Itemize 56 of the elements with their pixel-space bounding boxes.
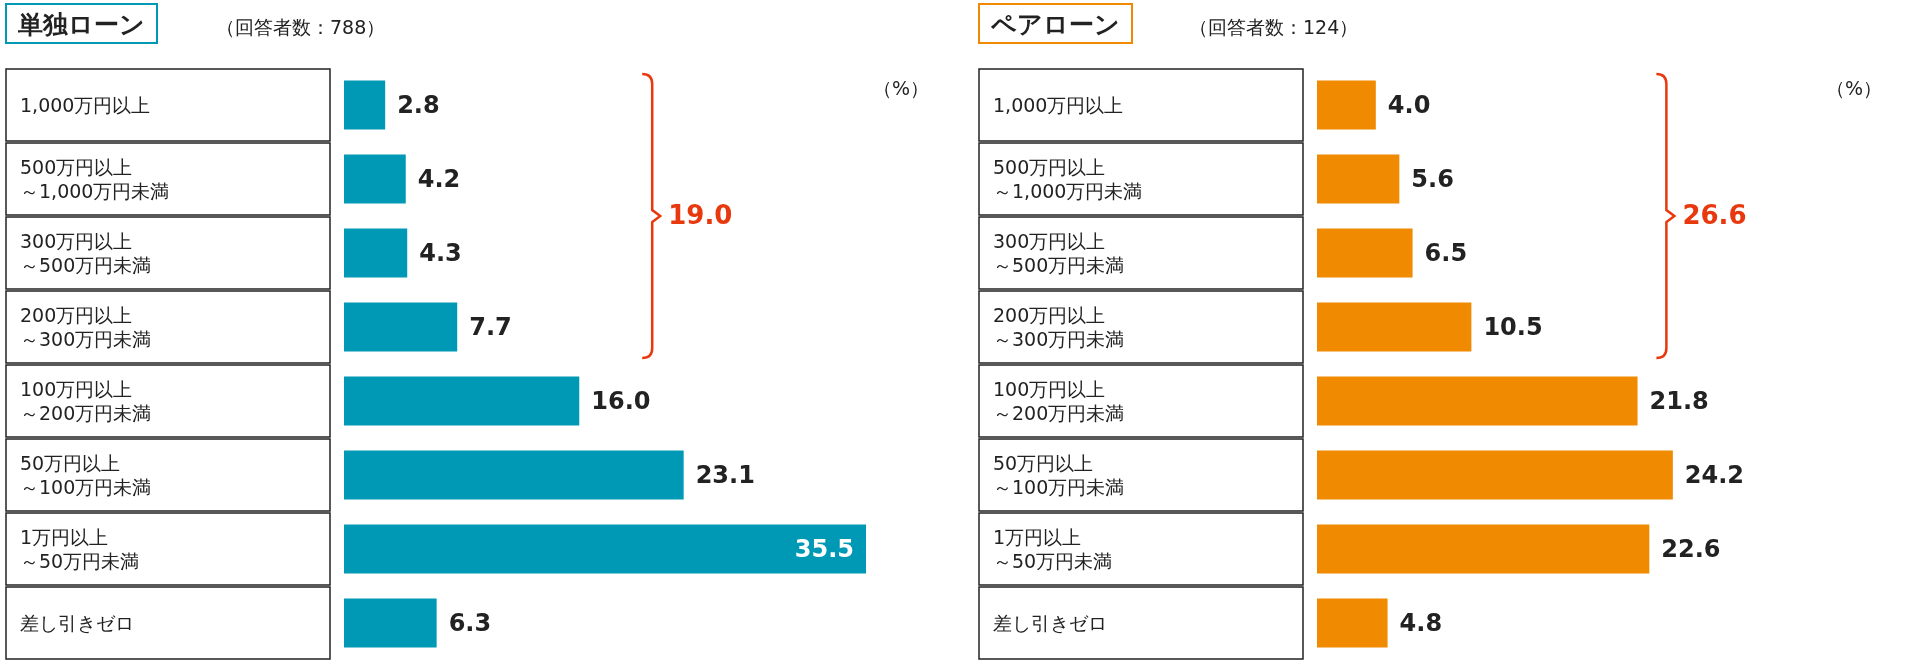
bar [344, 302, 458, 352]
y-tick-label: 200万円以上～300万円未満 [993, 304, 1125, 350]
y-tick-label: 300万円以上～500万円未満 [993, 230, 1125, 276]
chart-subtitle: （回答者数：788） [216, 15, 386, 38]
bar [344, 154, 406, 204]
text: （%） [1825, 76, 1883, 99]
bar [344, 80, 386, 130]
data-label: 21.8 [1649, 387, 1709, 415]
bar [344, 524, 866, 574]
y-tick-label: 500万円以上～1,000万円未満 [993, 156, 1143, 202]
y-tick-label: 100万円以上～200万円未満 [20, 378, 152, 424]
bar [1317, 524, 1650, 574]
bar [1317, 450, 1673, 500]
data-label: 6.3 [448, 609, 492, 637]
y-tick-label: 1,000万円以上 [20, 94, 151, 116]
bar [344, 598, 437, 648]
bar [344, 376, 580, 426]
bar [1317, 80, 1376, 130]
data-label: 5.6 [1411, 165, 1454, 193]
y-tick-label: 50万円以上～100万円未満 [993, 452, 1125, 498]
y-tick-label: 差し引きゼロ [993, 612, 1107, 634]
y-tick-label: 1万円以上～50万円未満 [20, 526, 140, 572]
data-label: 4.8 [1399, 609, 1443, 637]
data-label: 23.1 [695, 461, 755, 489]
data-label: 2.8 [397, 91, 440, 119]
data-label: 4.0 [1387, 91, 1431, 119]
bar [344, 450, 684, 500]
text: 単独ローン [17, 10, 145, 39]
data-label: 10.5 [1483, 313, 1543, 341]
data-label: 22.6 [1661, 535, 1721, 563]
bar [1317, 228, 1413, 278]
bar [1317, 302, 1472, 352]
bar [1317, 598, 1388, 648]
chart-subtitle: （回答者数：124） [1189, 15, 1359, 38]
data-label: 7.7 [469, 313, 512, 341]
annotation: 19.0 [668, 200, 733, 230]
y-tick-label: 1,000万円以上 [993, 94, 1124, 116]
data-label: 4.3 [419, 239, 462, 267]
y-tick-label: 300万円以上～500万円未満 [20, 230, 152, 276]
bar [344, 228, 408, 278]
data-label: 35.5 [794, 535, 854, 563]
text: ペアローン [990, 10, 1120, 39]
y-tick-label: 差し引きゼロ [20, 612, 134, 634]
bar [1317, 376, 1638, 426]
y-tick-label: 50万円以上～100万円未満 [20, 452, 152, 498]
y-tick-label: 200万円以上～300万円未満 [20, 304, 152, 350]
y-tick-label: 500万円以上～1,000万円未満 [20, 156, 170, 202]
text: （%） [872, 76, 930, 99]
y-tick-label: 100万円以上～200万円未満 [993, 378, 1125, 424]
data-label: 6.5 [1424, 239, 1468, 267]
y-tick-label: 1万円以上～50万円未満 [993, 526, 1113, 572]
data-label: 4.2 [417, 165, 461, 193]
text: 26.6 [1682, 200, 1747, 230]
data-label: 16.0 [591, 387, 651, 415]
bar [1317, 154, 1400, 204]
data-label: 24.2 [1684, 461, 1745, 489]
